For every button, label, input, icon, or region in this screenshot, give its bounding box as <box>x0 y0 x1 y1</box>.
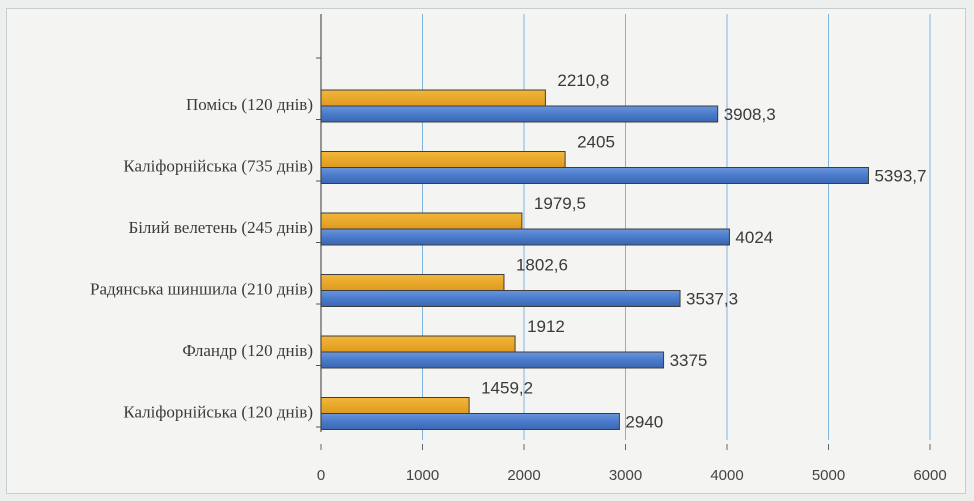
bar-orange <box>320 212 523 230</box>
data-label: 1802,6 <box>516 256 568 275</box>
bar-orange <box>320 274 505 291</box>
bar-blue <box>320 351 665 369</box>
data-label: 3537,3 <box>686 290 738 309</box>
category-label: Каліфорнійська (735 днів) <box>123 157 313 176</box>
bar-blue <box>320 228 730 246</box>
x-tick-label: 5000 <box>812 467 845 484</box>
bar-blue <box>320 413 620 430</box>
category-label: Білий велетень (245 днів) <box>128 218 313 237</box>
data-label: 1979,5 <box>534 194 586 213</box>
data-label: 1459,2 <box>481 379 533 398</box>
data-label: 3908,3 <box>724 105 776 124</box>
x-tick-label: 2000 <box>507 467 540 484</box>
bar-orange <box>320 397 470 414</box>
data-label: 1912 <box>527 317 565 336</box>
bar-orange <box>320 335 516 353</box>
bar-orange <box>320 151 566 168</box>
bar-orange <box>320 89 546 107</box>
data-label: 4024 <box>735 228 773 247</box>
data-label: 5393,7 <box>874 167 926 186</box>
x-tick-label: 0 <box>317 467 325 484</box>
bar-blue <box>320 105 719 123</box>
x-tick-label: 3000 <box>609 467 642 484</box>
data-label: 2940 <box>625 413 663 432</box>
x-tick-label: 6000 <box>913 467 946 484</box>
x-tick-label: 1000 <box>406 467 439 484</box>
bar-blue <box>320 290 681 307</box>
x-tick-label: 4000 <box>710 467 743 484</box>
category-label: Помісь (120 днів) <box>186 95 313 114</box>
data-label: 2210,8 <box>557 71 609 90</box>
category-label: Фландр (120 днів) <box>182 341 313 360</box>
bar-blue <box>320 167 869 184</box>
data-label: 3375 <box>670 351 708 370</box>
category-label: Каліфорнійська (120 днів) <box>123 403 313 422</box>
data-label: 2405 <box>577 133 615 152</box>
category-label: Радянська шиншила (210 днів) <box>90 280 313 299</box>
